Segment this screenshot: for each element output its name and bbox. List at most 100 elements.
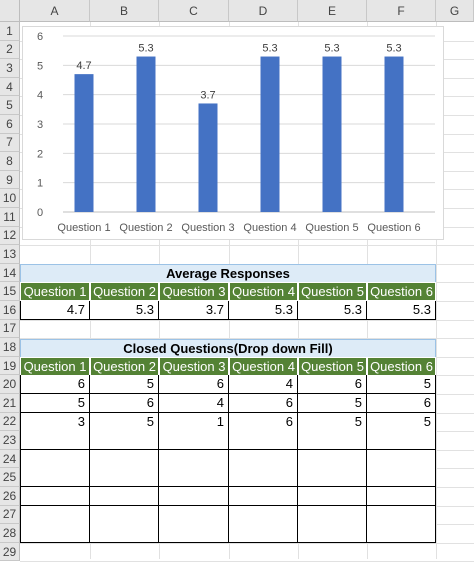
closed-table-cell[interactable] [20, 487, 90, 506]
average-table-header-q5[interactable]: Question 5 [298, 282, 367, 302]
closed-table-cell[interactable] [298, 468, 367, 488]
row-header-2[interactable]: 2 [0, 40, 20, 60]
row-header-13[interactable]: 13 [0, 245, 20, 264]
closed-table-cell[interactable]: 6 [159, 375, 229, 395]
closed-table-cell[interactable]: 5 [20, 394, 90, 413]
closed-table-header-q6[interactable]: Question 6 [367, 356, 436, 376]
closed-table-cell[interactable]: 5 [298, 394, 367, 413]
row-header-24[interactable]: 24 [0, 449, 20, 469]
row-header-17[interactable]: 17 [0, 319, 20, 339]
row-header-28[interactable]: 28 [0, 524, 20, 543]
column-header-b[interactable]: B [90, 0, 159, 22]
row-header-26[interactable]: 26 [0, 487, 20, 506]
row-header-6[interactable]: 6 [0, 115, 20, 134]
closed-table-cell[interactable] [20, 505, 90, 525]
closed-table-cell[interactable]: 6 [90, 394, 159, 413]
closed-table-header-q4[interactable]: Question 4 [229, 356, 298, 376]
closed-table-cell[interactable] [90, 524, 159, 544]
closed-table-cell[interactable] [159, 468, 229, 488]
row-header-12[interactable]: 12 [0, 226, 20, 246]
average-table-cell[interactable]: 5.3 [367, 301, 436, 320]
closed-table-cell[interactable]: 1 [159, 412, 229, 432]
closed-table-cell[interactable]: 5 [90, 375, 159, 395]
closed-table-cell[interactable] [367, 524, 436, 544]
row-header-1[interactable]: 1 [0, 22, 20, 41]
closed-table-cell[interactable]: 3 [20, 412, 90, 432]
closed-table-cell[interactable] [298, 487, 367, 506]
average-table-cell[interactable]: 5.3 [298, 301, 367, 320]
closed-table-cell[interactable] [298, 505, 367, 525]
closed-table-cell[interactable] [90, 468, 159, 488]
row-header-18[interactable]: 18 [0, 338, 20, 357]
closed-table-cell[interactable] [90, 505, 159, 525]
row-header-19[interactable]: 19 [0, 356, 20, 376]
column-header-d[interactable]: D [229, 0, 298, 22]
closed-table-cell[interactable] [90, 431, 159, 451]
closed-table-cell[interactable] [229, 449, 298, 469]
average-table-header-q4[interactable]: Question 4 [229, 282, 298, 302]
row-header-9[interactable]: 9 [0, 170, 20, 190]
closed-table-cell[interactable] [159, 505, 229, 525]
closed-table-cell[interactable] [367, 505, 436, 525]
row-header-23[interactable]: 23 [0, 431, 20, 450]
closed-table-cell[interactable]: 5 [367, 375, 436, 395]
closed-table-cell[interactable] [298, 431, 367, 451]
closed-table-cell[interactable] [367, 431, 436, 451]
closed-table-cell[interactable]: 6 [229, 412, 298, 432]
row-header-7[interactable]: 7 [0, 133, 20, 153]
closed-table-cell[interactable]: 4 [229, 375, 298, 395]
closed-table-cell[interactable] [298, 524, 367, 544]
closed-table-cell[interactable] [20, 468, 90, 488]
closed-table-header-q3[interactable]: Question 3 [159, 356, 229, 376]
closed-table-cell[interactable]: 4 [159, 394, 229, 413]
closed-table-cell[interactable] [367, 449, 436, 469]
average-table-header-q6[interactable]: Question 6 [367, 282, 436, 302]
row-header-27[interactable]: 27 [0, 505, 20, 525]
average-table-cell[interactable]: 3.7 [159, 301, 229, 320]
closed-table-cell[interactable]: 5 [298, 412, 367, 432]
select-all-corner[interactable] [0, 0, 20, 22]
average-table-header-q1[interactable]: Question 1 [20, 282, 90, 302]
closed-table-cell[interactable] [90, 449, 159, 469]
row-header-14[interactable]: 14 [0, 263, 20, 283]
closed-table-cell[interactable]: 6 [20, 375, 90, 395]
row-header-20[interactable]: 20 [0, 375, 20, 394]
closed-table-cell[interactable] [20, 449, 90, 469]
row-header-5[interactable]: 5 [0, 96, 20, 115]
closed-table-cell[interactable]: 6 [229, 394, 298, 413]
column-header-c[interactable]: C [159, 0, 229, 22]
closed-table-header-q2[interactable]: Question 2 [90, 356, 159, 376]
row-header-11[interactable]: 11 [0, 208, 20, 227]
closed-table-cell[interactable] [159, 524, 229, 544]
column-header-f[interactable]: F [367, 0, 436, 22]
average-table-cell[interactable]: 4.7 [20, 301, 90, 320]
closed-table-cell[interactable] [20, 524, 90, 544]
closed-table-cell[interactable] [229, 524, 298, 544]
average-table-cell[interactable]: 5.3 [229, 301, 298, 320]
closed-table-cell[interactable] [367, 468, 436, 488]
closed-table-cell[interactable]: 6 [367, 394, 436, 413]
closed-table-cell[interactable] [229, 505, 298, 525]
row-header-25[interactable]: 25 [0, 468, 20, 487]
closed-table-cell[interactable] [229, 468, 298, 488]
row-header-22[interactable]: 22 [0, 412, 20, 432]
closed-table-cell[interactable] [367, 487, 436, 506]
closed-table-cell[interactable] [159, 449, 229, 469]
closed-table-cell[interactable] [229, 487, 298, 506]
closed-table-cell[interactable] [159, 487, 229, 506]
row-header-21[interactable]: 21 [0, 394, 20, 413]
bar-chart[interactable]: 0 1 2 3 4 5 6 4.7 Question 1 5.3 Question 2 3.7 Ques… [22, 26, 444, 240]
row-header-8[interactable]: 8 [0, 152, 20, 171]
closed-table-cell[interactable] [298, 449, 367, 469]
column-header-a[interactable]: A [20, 0, 90, 22]
row-header-10[interactable]: 10 [0, 189, 20, 208]
closed-table-header-q5[interactable]: Question 5 [298, 356, 367, 376]
closed-table-cell[interactable] [159, 431, 229, 451]
average-table-cell[interactable]: 5.3 [90, 301, 159, 320]
closed-table-cell[interactable]: 5 [90, 412, 159, 432]
average-table-header-q3[interactable]: Question 3 [159, 282, 229, 302]
closed-table-cell[interactable] [20, 431, 90, 451]
row-header-3[interactable]: 3 [0, 59, 20, 78]
closed-table-cell[interactable] [229, 431, 298, 451]
row-header-4[interactable]: 4 [0, 77, 20, 97]
